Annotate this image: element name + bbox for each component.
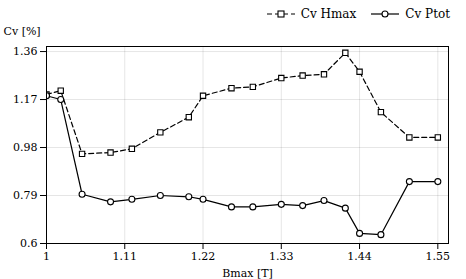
svg-text:0.6: 0.6 — [20, 237, 38, 250]
svg-text:1.11: 1.11 — [113, 250, 138, 263]
svg-text:1.17: 1.17 — [13, 93, 38, 106]
html-text:Cv Hmax: Cv Hmax — [300, 7, 357, 21]
svg-text:0.98: 0.98 — [13, 141, 38, 154]
svg-text:Bmax [T]: Bmax [T] — [222, 267, 273, 279]
svg-text:0.79: 0.79 — [13, 189, 38, 202]
svg-text:1.36: 1.36 — [13, 45, 38, 58]
svg-text:1: 1 — [43, 250, 50, 263]
html-text:Cv Ptot: Cv Ptot — [405, 7, 450, 21]
svg-text:Cv [%]: Cv [%] — [4, 25, 41, 38]
svg-text:1.44: 1.44 — [347, 250, 372, 263]
svg-text:1.22: 1.22 — [191, 250, 216, 263]
svg-text:1.33: 1.33 — [269, 250, 294, 263]
svg-text:1.55: 1.55 — [426, 250, 451, 263]
